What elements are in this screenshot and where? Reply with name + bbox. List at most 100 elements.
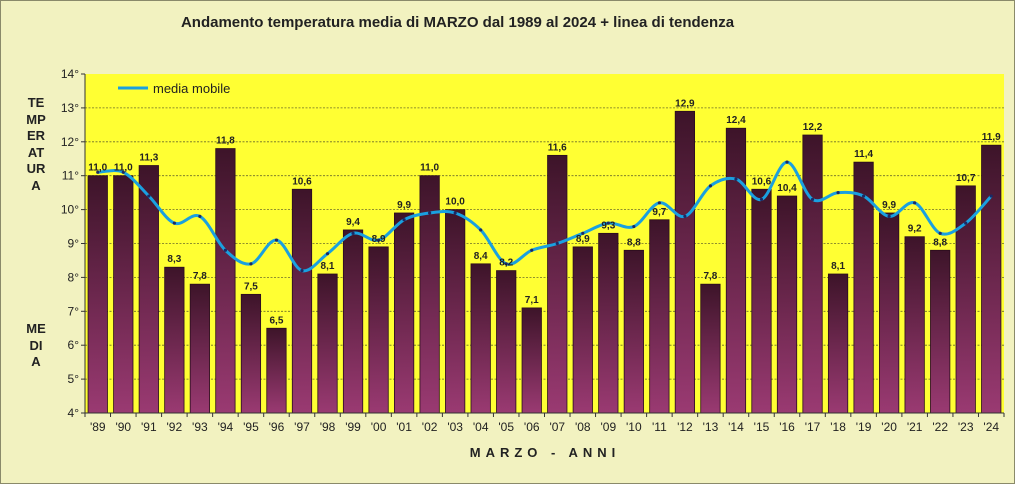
y-tick-label: 13° bbox=[61, 101, 79, 115]
x-tick-label: '96 bbox=[269, 420, 285, 434]
x-tick-label: '01 bbox=[396, 420, 412, 434]
x-tick-label: '14 bbox=[728, 420, 744, 434]
y-tick-label: 12° bbox=[61, 135, 79, 149]
trend-point bbox=[428, 211, 432, 215]
x-tick-label: '09 bbox=[600, 420, 616, 434]
data-label: 9,7 bbox=[652, 207, 666, 218]
bar bbox=[266, 327, 287, 414]
bar bbox=[189, 283, 210, 414]
trend-point bbox=[657, 201, 661, 205]
x-tick-label: '08 bbox=[575, 420, 591, 434]
data-label: 7,1 bbox=[525, 295, 539, 306]
y-tick-label: 8° bbox=[68, 270, 80, 284]
data-label: 8,3 bbox=[167, 254, 181, 265]
x-axis-label: MARZO - ANNI bbox=[469, 445, 621, 460]
x-tick-label: '15 bbox=[754, 420, 770, 434]
trend-point bbox=[300, 269, 304, 273]
y-tick-label: 5° bbox=[68, 372, 80, 386]
x-tick-label: '93 bbox=[192, 420, 208, 434]
bar bbox=[776, 195, 798, 414]
x-tick-label: '94 bbox=[218, 420, 234, 434]
data-label: 10,6 bbox=[752, 176, 772, 187]
data-label: 10,7 bbox=[956, 173, 976, 184]
data-label: 12,4 bbox=[726, 115, 746, 126]
x-tick-label: '16 bbox=[779, 420, 795, 434]
bar bbox=[342, 229, 364, 414]
bar bbox=[113, 175, 134, 414]
bar bbox=[470, 263, 491, 414]
x-tick-label: '20 bbox=[881, 420, 897, 434]
y-tick-label: 6° bbox=[68, 338, 80, 352]
trend-point bbox=[785, 160, 789, 164]
bar bbox=[496, 270, 517, 414]
data-label: 7,5 bbox=[244, 281, 258, 292]
trend-point bbox=[351, 231, 355, 235]
x-tick-label: '22 bbox=[932, 420, 948, 434]
bar bbox=[674, 110, 696, 414]
x-tick-label: '95 bbox=[243, 420, 259, 434]
bar bbox=[725, 127, 747, 414]
trend-line bbox=[97, 160, 993, 273]
bar bbox=[87, 175, 108, 414]
x-tick-label: '10 bbox=[626, 420, 642, 434]
bar bbox=[827, 273, 849, 414]
trend-point bbox=[938, 231, 942, 235]
trend-point bbox=[861, 194, 866, 198]
trend-point bbox=[402, 218, 406, 222]
x-tick-label: '21 bbox=[907, 420, 923, 434]
trend-point bbox=[325, 252, 330, 256]
data-label: 9,9 bbox=[397, 200, 411, 211]
trend-point bbox=[274, 238, 279, 242]
data-label: 11,4 bbox=[854, 149, 873, 160]
trend-point bbox=[606, 221, 610, 225]
data-label: 8,1 bbox=[321, 261, 335, 272]
trend-point bbox=[708, 184, 713, 188]
x-tick-label: '04 bbox=[473, 420, 489, 434]
x-tick-label: '24 bbox=[983, 420, 999, 434]
data-label: 10,0 bbox=[445, 197, 465, 208]
bar bbox=[547, 154, 568, 414]
bar bbox=[879, 212, 900, 414]
x-tick-label: '07 bbox=[549, 420, 565, 434]
x-tick-label: '89 bbox=[90, 420, 106, 434]
x-tick-label: '00 bbox=[371, 420, 387, 434]
data-label: 8,9 bbox=[372, 234, 386, 245]
trend-point bbox=[249, 262, 253, 266]
y-tick-label: 14° bbox=[61, 67, 79, 81]
data-label: 8,1 bbox=[831, 261, 845, 272]
y-tick-label: 7° bbox=[68, 304, 80, 318]
bar bbox=[981, 144, 1002, 414]
trend-point bbox=[147, 194, 151, 198]
bar bbox=[317, 273, 338, 414]
y-axis-label-top: TEMPERATURA bbox=[26, 95, 46, 193]
bar bbox=[598, 232, 619, 414]
x-tick-label: '23 bbox=[958, 420, 974, 434]
bar bbox=[700, 283, 721, 414]
data-label: 11,0 bbox=[114, 163, 133, 174]
trend-point bbox=[632, 224, 636, 229]
trend-point bbox=[810, 197, 815, 202]
x-tick-label: '98 bbox=[320, 420, 336, 434]
data-label: 9,4 bbox=[346, 217, 360, 228]
data-label: 7,8 bbox=[193, 271, 207, 282]
bar bbox=[521, 307, 542, 414]
bar bbox=[572, 246, 593, 414]
chart-title: Andamento temperatura media di MARZO dal… bbox=[180, 14, 735, 31]
y-axis-label-bottom: MEDIA bbox=[26, 321, 46, 369]
data-label: 11,8 bbox=[216, 136, 235, 147]
data-label: 9,3 bbox=[601, 220, 615, 231]
trend-point bbox=[683, 214, 687, 218]
x-tick-label: '18 bbox=[830, 420, 846, 434]
y-tick-label: 4° bbox=[68, 406, 80, 420]
x-tick-label: '92 bbox=[167, 420, 183, 434]
data-label: 8,8 bbox=[627, 237, 641, 248]
x-tick-label: '99 bbox=[345, 420, 361, 434]
y-tick-label: 11° bbox=[62, 169, 79, 183]
data-label: 11,6 bbox=[548, 142, 567, 153]
data-label: 7,8 bbox=[703, 271, 717, 282]
x-tick-label: '97 bbox=[294, 420, 310, 434]
x-tick-label: '05 bbox=[498, 420, 514, 434]
data-label: 10,6 bbox=[292, 176, 312, 187]
data-label: 11,0 bbox=[88, 163, 107, 174]
